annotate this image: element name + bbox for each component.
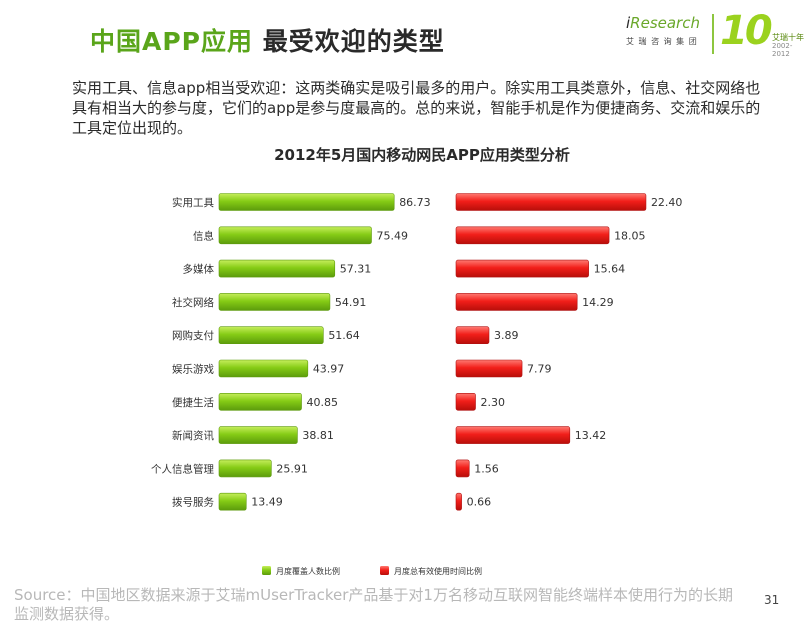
green-bar <box>218 492 247 511</box>
category-label: 社交网络 <box>172 296 214 309</box>
usage-time-value-label: 0.66 <box>467 496 492 509</box>
category-label: 实用工具 <box>172 196 214 209</box>
red-bar <box>455 326 490 345</box>
coverage-value-label: 54.91 <box>335 296 367 309</box>
green-bar <box>218 426 298 444</box>
category-label: 拨号服务 <box>172 496 214 509</box>
logo-divider <box>712 14 714 54</box>
page-number: 31 <box>764 593 780 607</box>
coverage-value-label: 40.85 <box>307 396 339 409</box>
logo-brand-rest: Research <box>630 14 700 32</box>
coverage-value-label: 86.73 <box>399 196 431 209</box>
coverage-value-label: 75.49 <box>376 229 408 242</box>
usage-time-value-label: 22.40 <box>651 196 683 209</box>
category-label: 娱乐游戏 <box>172 363 214 376</box>
red-bar <box>455 193 647 211</box>
legend-label-usage-time: 月度总有效使用时间比例 <box>394 566 482 576</box>
green-bar <box>218 293 331 311</box>
usage-time-value-label: 1.56 <box>474 462 499 475</box>
legend-label-coverage: 月度覆盖人数比例 <box>276 566 340 576</box>
page-title-accent: 中国APP应用 <box>90 27 253 56</box>
red-bar <box>455 226 610 245</box>
usage-time-value-label: 13.42 <box>575 429 607 442</box>
category-label: 网购支付 <box>172 329 214 342</box>
red-bar <box>455 459 470 478</box>
usage-time-value-label: 7.79 <box>527 363 552 376</box>
green-bar <box>218 359 309 378</box>
usage-time-value-label: 18.05 <box>614 229 646 242</box>
green-bar <box>218 226 372 245</box>
red-bar <box>455 293 578 311</box>
category-label: 个人信息管理 <box>151 462 214 475</box>
usage-time-value-label: 2.30 <box>481 396 506 409</box>
green-bar <box>218 326 324 345</box>
green-bar <box>218 459 272 478</box>
coverage-value-label: 43.97 <box>313 363 345 376</box>
page-title: 中国APP应用 最受欢迎的类型 <box>90 22 445 58</box>
coverage-value-label: 57.31 <box>340 263 372 276</box>
logo-anniversary: 10 <box>720 8 773 54</box>
chart-title: 2012年5月国内移动网民APP应用类型分析 <box>274 146 570 164</box>
legend-swatch-coverage <box>262 566 271 575</box>
usage-time-value-label: 15.64 <box>594 263 626 276</box>
red-bar <box>455 392 476 411</box>
category-label: 信息 <box>193 229 214 242</box>
coverage-value-label: 13.49 <box>251 496 283 509</box>
logo-brand-prefix: i <box>626 14 631 32</box>
logo-brand: iResearch <box>626 14 700 32</box>
green-bar <box>218 259 336 278</box>
legend-swatch-usage-time <box>380 566 389 575</box>
category-label: 便捷生活 <box>172 396 214 409</box>
category-label: 新闻资讯 <box>172 429 214 442</box>
usage-time-value-label: 3.89 <box>494 329 518 342</box>
red-bar <box>455 492 462 511</box>
logo-anniversary-years: 2002-2012 <box>772 42 793 58</box>
category-label: 多媒体 <box>183 263 215 276</box>
green-bar <box>218 392 302 411</box>
usage-time-value-label: 14.29 <box>582 296 614 309</box>
iresearch-logo: iResearch 艾 瑞 咨 询 集 团 10 艾瑞十年 2002-2012 <box>612 8 807 58</box>
red-bar <box>455 259 589 278</box>
coverage-value-label: 38.81 <box>302 429 334 442</box>
intro-paragraph: 实用工具、信息app相当受欢迎：这两类确实是吸引最多的用户。除实用工具类意外，信… <box>72 79 761 137</box>
coverage-value-label: 51.64 <box>328 329 360 342</box>
coverage-value-label: 25.91 <box>276 462 308 475</box>
logo-anniversary-cn: 艾瑞十年 <box>772 33 804 42</box>
source-note: Source：中国地区数据来源于艾瑞mUserTracker产品基于对1万名移动… <box>14 586 733 623</box>
red-bar <box>455 426 571 444</box>
green-bar <box>218 193 395 211</box>
logo-brand-cn: 艾 瑞 咨 询 集 团 <box>626 37 698 46</box>
page-title-main: 最受欢迎的类型 <box>262 27 445 56</box>
red-bar <box>455 359 523 378</box>
